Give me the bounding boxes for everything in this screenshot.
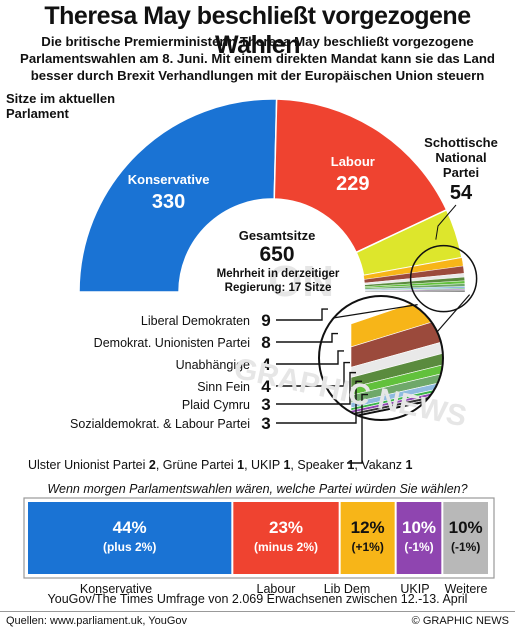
subtitle-line-3: besser durch Brexit Verhandlungen mit de… [30,68,485,83]
poll-change-ukip: (-1%) [404,540,433,554]
party-value-ulster-unionist-partei: 2 [149,458,156,472]
poll-value-konservative: 44% [113,518,147,537]
poll-bar-weitere [443,502,488,574]
seat-slice-vakanz [364,290,466,293]
zoom-circle-border [318,295,444,421]
leader-sinn-fein [276,361,350,387]
majority-note-line-2: Regierung: 17 Sitze [224,282,332,294]
poll-change-labour: (minus 2%) [254,540,318,554]
seat-label-snp-line-1: Schottische [424,135,498,150]
party-value-sozialdemokrat-labour-partei: 3 [261,414,270,433]
poll-category-konservative: Konservative [80,582,152,596]
poll-value-weitere: 10% [449,518,483,537]
party-label-ulster-unionist-partei: Ulster Unionist Partei [28,458,149,472]
zoom-slice-ulster-unionist-partei [350,381,443,409]
party-label-unabhaengige: Unabhängige [176,358,250,372]
zoom-slice-plaid-cymru [350,363,443,396]
poll-category-weitere: Weitere [445,582,488,596]
party-label-plaid-cymru: Plaid Cymru [182,398,250,412]
leader-others [347,393,368,464]
poll-category-ukip: UKIP [400,582,429,596]
footer-sources: Quellen: www.parliament.uk, YouGov [6,615,187,627]
party-value-sinn-fein: 4 [261,377,271,396]
party-value-gruene-partei: 1 [237,458,244,472]
party-value-vakanz: 1 [406,458,413,472]
party-label-demokrat-unionisten-partei: Demokrat. Unionisten Partei [94,336,250,350]
total-seats-label: Gesamtsitze [238,228,316,243]
party-value-plaid-cymru: 3 [261,395,270,414]
seat-label-snp-line-3: Partei [443,165,479,180]
party-value-liberal-demokraten: 9 [261,311,270,330]
poll-change-weitere: (-1%) [451,540,480,554]
zoom-slice-unabhaengige [350,340,443,378]
seat-value-snp: 54 [450,182,473,204]
subtitle-line-1: Die britische Premierministerin Theresa … [41,34,474,49]
poll-value-ukip: 10% [402,518,436,537]
leader-sozialdemokrat-labour-partei [276,380,362,424]
poll-category-labour: Labour [257,582,296,596]
zoom-slice-sozialdemokrat-labour-partei [350,372,443,404]
party-label-vakanz: , Vakanz [354,458,405,472]
poll-bar-ukip [396,502,442,574]
majority-note: Mehrheit in derzeitiger Regierung: 17 Si… [188,267,368,295]
poll-bar-lib-dem [340,502,395,574]
zoom-source-circle [409,244,478,313]
poll-question: Wenn morgen Parlamentswahlen wären, welc… [47,482,468,496]
party-value-speaker: 1 [347,458,354,472]
zoom-slice-gruene-partei [350,387,443,411]
zoom-connector-left [332,304,418,319]
poll-bar-labour [233,502,339,574]
zoom-slice-sinn-fein [350,352,443,389]
leader-snp [435,204,457,240]
party-label-liberal-demokraten: Liberal Demokraten [141,314,250,328]
leader-unabhaengige [276,350,344,365]
seat-value-labour: 229 [336,173,369,195]
party-label-gruene-partei: , Grüne Partei [156,458,237,472]
poll-source-note: YouGov/The Times Umfrage von 2.069 Erwac… [47,592,468,606]
zoom-connector-right [436,294,471,333]
majority-note-line-1: Mehrheit in derzeitiger [216,268,340,280]
party-value-ukip: 1 [283,458,290,472]
seat-value-konservative: 330 [152,191,185,213]
party-value-demokrat-unionisten-partei: 8 [261,333,270,352]
poll-chart: 44% (plus 2%) 23% (minus 2%) 12% (+1%) 10% (-1%… [23,497,495,596]
seats-section-title: Sitze im aktuellen Parlament [6,91,115,121]
seat-slice-labour [273,98,448,254]
footer-credit: © GRAPHIC NEWS [411,615,509,627]
leader-demokrat-unionisten-partei [276,332,338,343]
poll-value-lib-dem: 12% [351,518,385,537]
footer-divider [0,611,515,612]
seat-label-konservative: Konservative [128,172,210,187]
party-label-speaker: , Speaker [290,458,347,472]
poll-bar-konservative [28,502,232,574]
seat-label-snp-line-2: National [435,150,486,165]
total-seats-value: 650 [259,243,295,266]
subtitle-line-2: Parlamentswahlen am 8. Juni. Mit einem d… [20,51,495,66]
seats-section-title-line-2: Parlament [6,106,69,121]
party-value-unabhaengige: 4 [261,355,271,374]
poll-category-lib-dem: Lib Dem [324,582,371,596]
party-label-sinn-fein: Sinn Fein [197,380,250,394]
party-label-others: Ulster Unionist Partei 2, Grüne Partei 1… [28,458,413,472]
seats-chart: Konservative 330 Labour 229 SchottischeNatio… [28,98,498,472]
poll-change-lib-dem: (+1%) [351,540,383,554]
page-title: Theresa May beschließt vorgezogene Wahle… [44,2,471,59]
seat-slice-konservative [78,98,278,293]
seats-section-title-line-1: Sitze im aktuellen [6,91,116,106]
poll-value-labour: 23% [269,518,303,537]
zoom-slice-demokrat-unionisten-partei [350,317,443,368]
poll-change-konservative: (plus 2%) [103,540,156,554]
seat-label-labour: Labour [331,154,375,169]
party-label-sozialdemokrat-labour-partei: Sozialdemokrat. & Labour Partei [70,417,250,431]
leader-liberal-demokraten [276,308,328,321]
leader-plaid-cymru [276,371,356,405]
party-label-ukip: , UKIP [244,458,283,472]
